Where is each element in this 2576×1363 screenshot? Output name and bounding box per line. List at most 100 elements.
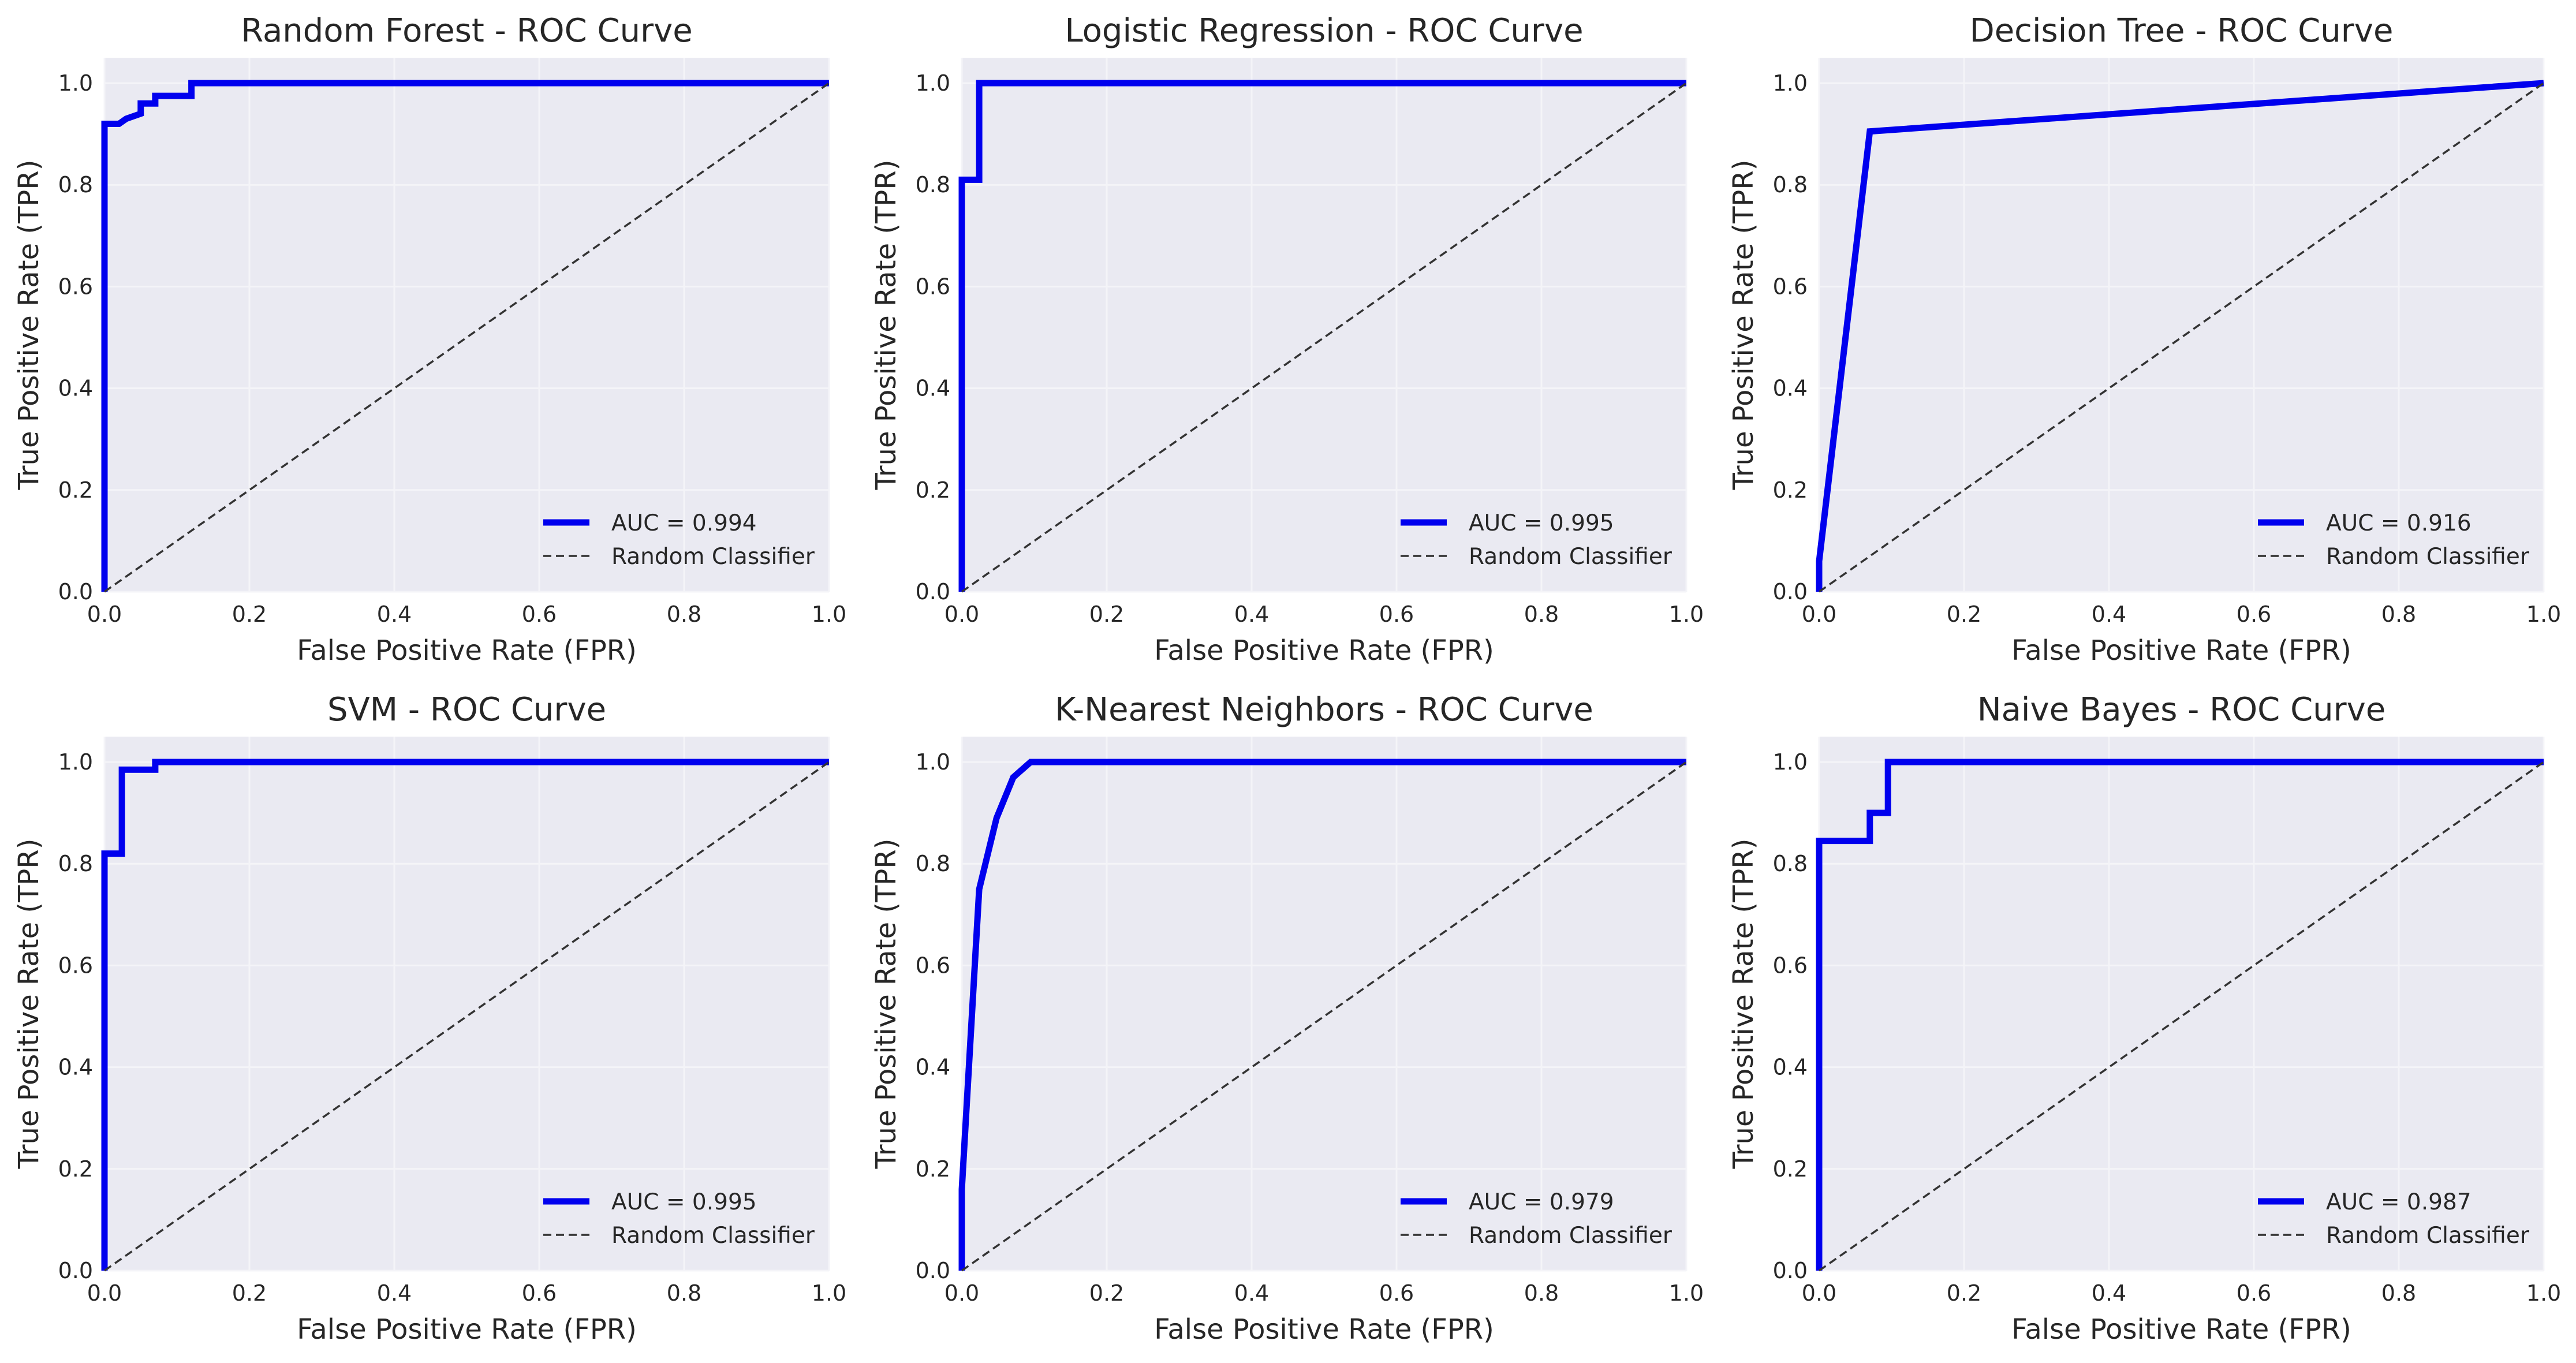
legend-auc-label: AUC = 0.995 (1469, 510, 1614, 536)
x-tick-label: 0.2 (1947, 1280, 1981, 1306)
x-tick-label: 0.0 (944, 1280, 979, 1306)
chart-title: Logistic Regression - ROC Curve (1065, 12, 1583, 50)
plot-area (962, 737, 1686, 1271)
roc-curve-line (101, 80, 829, 592)
y-tick-label: 0.2 (1773, 477, 1808, 503)
y-axis-label: True Positive Rate (TPR) (870, 839, 902, 1170)
y-tick-label: 1.0 (916, 70, 950, 96)
y-tick-label: 0.4 (1773, 376, 1808, 401)
y-tick-label: 1.0 (916, 749, 950, 775)
legend: AUC = 0.995 Random Classifier (543, 1189, 815, 1249)
y-tick-label: 0.4 (58, 1055, 93, 1080)
subplot-4: 0.0 0.2 0.4 0.6 0.8 1.0 0.0 0.2 0.4 0.6 0.8 1.0 SVM … (13, 691, 846, 1346)
random-classifier-line (961, 82, 1688, 593)
legend: AUC = 0.994 Random Classifier (543, 510, 815, 570)
y-tick-label: 0.0 (916, 1258, 950, 1283)
legend-auc-label: AUC = 0.994 (611, 510, 757, 536)
legend: AUC = 0.987 Random Classifier (2258, 1189, 2530, 1249)
random-classifier-line (103, 82, 830, 593)
y-tick-label: 0.0 (1773, 579, 1808, 604)
roc-curve-line (101, 759, 829, 1271)
y-axis-label: True Positive Rate (TPR) (1727, 839, 1760, 1170)
y-tick-label: 1.0 (58, 70, 93, 96)
x-tick-label: 0.6 (522, 602, 557, 627)
x-tick-label: 0.4 (377, 1280, 412, 1306)
plot-area (962, 58, 1686, 592)
x-tick-label: 1.0 (2526, 1280, 2561, 1306)
subplot-1: 0.0 0.2 0.4 0.6 0.8 1.0 0.0 0.2 0.4 0.6 0.8 1.0 Rand… (13, 12, 846, 667)
x-axis-label: False Positive Rate (FPR) (297, 634, 637, 667)
x-tick-label: 0.4 (377, 602, 412, 627)
legend: AUC = 0.979 Random Classifier (1401, 1189, 1672, 1249)
y-tick-label: 0.6 (916, 953, 950, 978)
x-tick-label: 0.0 (87, 1280, 122, 1306)
x-tick-label: 0.8 (667, 602, 701, 627)
y-tick-label: 0.2 (916, 1156, 950, 1182)
y-tick-label: 0.6 (916, 274, 950, 299)
roc-curve-line (958, 80, 1686, 592)
legend-random-label: Random Classifier (1469, 544, 1672, 570)
x-tick-label: 0.2 (1947, 602, 1981, 627)
x-tick-label: 0.8 (667, 1280, 701, 1306)
legend-random-label: Random Classifier (611, 1223, 815, 1249)
chart-title: Naive Bayes - ROC Curve (1977, 691, 2386, 729)
y-tick-label: 0.2 (1773, 1156, 1808, 1182)
x-tick-label: 0.4 (1234, 602, 1269, 627)
y-tick-label: 0.8 (1773, 851, 1808, 876)
y-tick-label: 0.6 (1773, 953, 1808, 978)
random-classifier-line (103, 761, 830, 1272)
x-axis-label: False Positive Rate (FPR) (2011, 634, 2351, 667)
x-axis-label: False Positive Rate (FPR) (2011, 1313, 2351, 1346)
x-tick-label: 0.6 (1379, 602, 1414, 627)
x-tick-label: 0.2 (1089, 1280, 1124, 1306)
y-tick-label: 0.2 (58, 477, 93, 503)
legend-random-label: Random Classifier (1469, 1223, 1672, 1249)
plot-area (104, 58, 829, 592)
y-tick-label: 0.0 (1773, 1258, 1808, 1283)
x-tick-label: 0.4 (2092, 602, 2126, 627)
y-tick-label: 0.2 (916, 477, 950, 503)
legend-auc-label: AUC = 0.916 (2326, 510, 2472, 536)
x-tick-label: 1.0 (1669, 602, 1704, 627)
y-tick-label: 0.0 (916, 579, 950, 604)
subplot-5: 0.0 0.2 0.4 0.6 0.8 1.0 0.0 0.2 0.4 0.6 0.8 1.0 K-Ne… (870, 691, 1704, 1346)
legend-auc-label: AUC = 0.995 (611, 1189, 757, 1215)
x-tick-label: 1.0 (812, 602, 846, 627)
y-tick-label: 0.6 (58, 274, 93, 299)
roc-curve-line (1816, 80, 2544, 592)
x-tick-label: 0.0 (1802, 1280, 1836, 1306)
y-axis-label: True Positive Rate (TPR) (13, 839, 45, 1170)
x-tick-label: 0.4 (2092, 1280, 2126, 1306)
x-tick-label: 0.6 (2237, 1280, 2271, 1306)
x-tick-label: 0.6 (2237, 602, 2271, 627)
y-tick-label: 1.0 (1773, 749, 1808, 775)
chart-title: K-Nearest Neighbors - ROC Curve (1055, 691, 1593, 729)
y-tick-label: 0.4 (58, 376, 93, 401)
chart-title: SVM - ROC Curve (327, 691, 606, 729)
legend-random-label: Random Classifier (611, 544, 815, 570)
x-tick-label: 0.0 (1802, 602, 1836, 627)
x-tick-label: 0.2 (232, 602, 267, 627)
x-tick-label: 1.0 (812, 1280, 846, 1306)
y-tick-label: 0.6 (58, 953, 93, 978)
x-tick-label: 0.8 (2381, 602, 2416, 627)
legend-auc-label: AUC = 0.987 (2326, 1189, 2472, 1215)
x-tick-label: 0.6 (522, 1280, 557, 1306)
y-tick-label: 0.8 (58, 172, 93, 197)
x-axis-label: False Positive Rate (FPR) (1154, 1313, 1494, 1346)
y-tick-label: 0.4 (916, 1055, 950, 1080)
y-tick-label: 0.8 (58, 851, 93, 876)
y-tick-label: 1.0 (58, 749, 93, 775)
x-tick-label: 0.4 (1234, 1280, 1269, 1306)
x-axis-label: False Positive Rate (FPR) (297, 1313, 637, 1346)
legend-random-label: Random Classifier (2326, 1223, 2530, 1249)
legend-auc-label: AUC = 0.979 (1469, 1189, 1614, 1215)
y-tick-label: 0.4 (1773, 1055, 1808, 1080)
x-tick-label: 0.6 (1379, 1280, 1414, 1306)
x-tick-label: 0.0 (87, 602, 122, 627)
y-tick-label: 0.2 (58, 1156, 93, 1182)
plot-area (104, 737, 829, 1271)
y-axis-label: True Positive Rate (TPR) (1727, 160, 1760, 491)
x-axis-label: False Positive Rate (FPR) (1154, 634, 1494, 667)
